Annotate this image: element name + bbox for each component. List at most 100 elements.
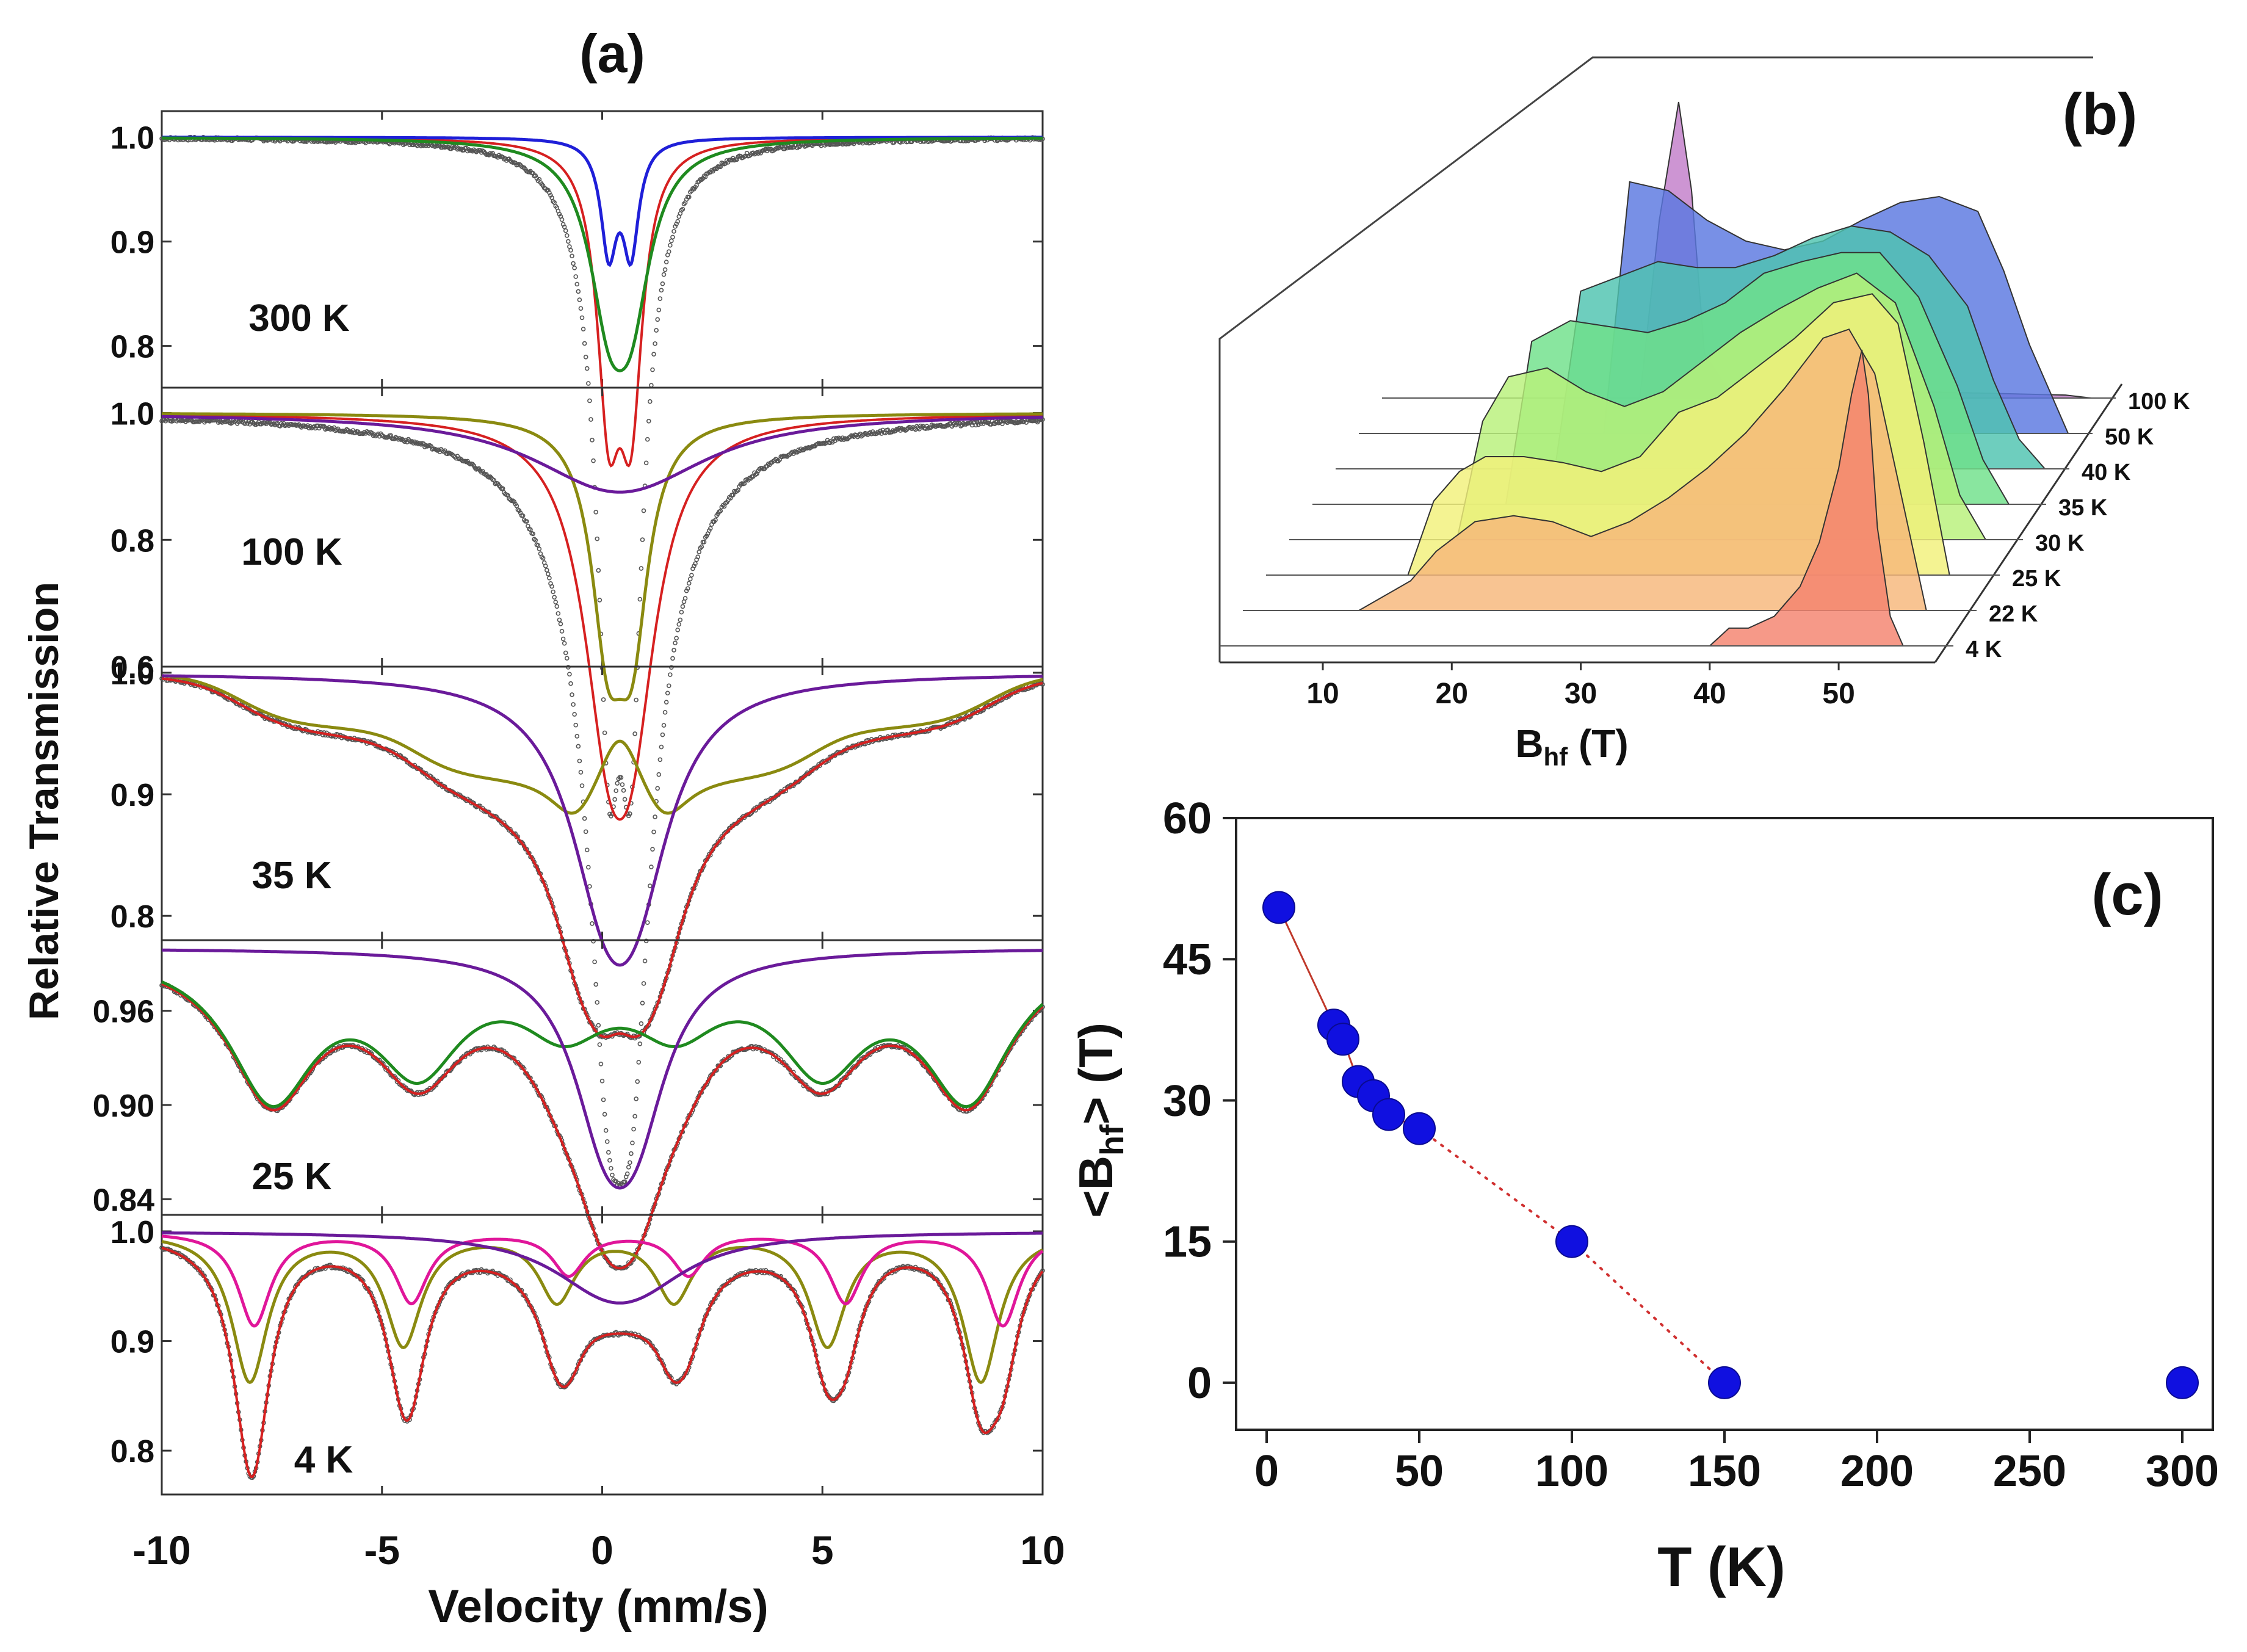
dotted-trend-line bbox=[1418, 1127, 1726, 1384]
subpanel-35k: 1.0 0.9 0.8 35 K bbox=[110, 656, 1045, 1041]
curve-doublet bbox=[162, 674, 1043, 967]
curve-doublet bbox=[162, 412, 1043, 701]
x-tick-label: 5 bbox=[811, 1527, 834, 1573]
panel-label-c: (c) bbox=[2091, 862, 2163, 927]
curve-doublet-2 bbox=[162, 136, 1043, 372]
y-tick-label: 1.0 bbox=[110, 656, 154, 692]
subpanel-frame bbox=[161, 665, 1044, 941]
curve-total-fit bbox=[161, 677, 1043, 1038]
curve-sextet-B bbox=[161, 1234, 1044, 1328]
y-axis-label: <Bhf> (T) bbox=[1069, 1023, 1131, 1218]
series-label: 25 K bbox=[2012, 566, 2061, 592]
series-label: 4 K bbox=[1966, 637, 2002, 662]
panel-c: 0 50 100 150 200 250 300 0 15 30 45 60 T (K) <Bhf> (T… bbox=[1069, 794, 2219, 1598]
y-tick-label: 0.8 bbox=[110, 523, 154, 559]
x-tick-label: 10 bbox=[1020, 1527, 1065, 1573]
x-tick-label: -5 bbox=[364, 1527, 400, 1573]
y-tick-label: 0.9 bbox=[110, 778, 154, 813]
y-tick-label: 0 bbox=[1187, 1359, 1212, 1408]
data-point bbox=[1262, 891, 1295, 924]
curve-doublet-1 bbox=[162, 136, 1043, 267]
x-tick-label: 10 bbox=[1306, 678, 1339, 710]
data-points bbox=[159, 416, 1045, 1188]
subpanel-100k: 1.0 0.8 0.6 100 K bbox=[110, 386, 1045, 1188]
y-axis-label: Relative Transmission bbox=[21, 582, 67, 1020]
data-points bbox=[159, 134, 1045, 819]
temperature-label: 300 K bbox=[248, 297, 350, 339]
y-tick-label: 45 bbox=[1163, 935, 1212, 984]
y-tick-label: 0.90 bbox=[93, 1089, 154, 1124]
subpanel-25k: 0.96 0.90 0.84 25 K bbox=[93, 939, 1045, 1271]
subpanel-frame bbox=[161, 110, 1044, 389]
data-point bbox=[1326, 1023, 1359, 1056]
area-4k bbox=[1708, 349, 1904, 647]
subpanel-4k: 1.0 0.9 0.8 4 K bbox=[110, 1214, 1045, 1496]
subpanel-300k: 1.0 0.9 0.8 300 K bbox=[110, 110, 1045, 819]
curve-total-fit bbox=[161, 1247, 1044, 1479]
x-tick-label: 50 bbox=[1822, 678, 1854, 710]
data-point bbox=[1708, 1366, 1741, 1399]
temperature-label: 4 K bbox=[294, 1439, 353, 1481]
x-tick-label: 300 bbox=[2146, 1447, 2219, 1496]
y-tick-label: 0.8 bbox=[110, 330, 154, 365]
curve-doublet bbox=[161, 948, 1043, 1190]
x-tick-label: 30 bbox=[1565, 678, 1597, 710]
y-tick-label: 15 bbox=[1163, 1218, 1212, 1267]
x-tick-label: 50 bbox=[1395, 1447, 1444, 1496]
curve-doublet bbox=[162, 1231, 1043, 1305]
curve-total-fit bbox=[162, 414, 1043, 821]
y-tick-label: 30 bbox=[1163, 1076, 1212, 1125]
data-points bbox=[159, 983, 1045, 1271]
curve-total-fit bbox=[161, 982, 1044, 1270]
panel-label-b: (b) bbox=[2063, 82, 2138, 147]
y-tick-label: 60 bbox=[1163, 794, 1212, 843]
panel-label-a: (a) bbox=[579, 23, 645, 84]
y-tick-label: 0.84 bbox=[93, 1183, 154, 1218]
y-tick-label: 1.0 bbox=[110, 1215, 154, 1250]
y-tick-label: 0.96 bbox=[93, 994, 154, 1030]
frame-walls bbox=[1218, 56, 2093, 662]
data-point bbox=[1403, 1112, 1436, 1145]
depth-axis-line bbox=[1934, 383, 2123, 663]
solid-trend-line bbox=[1278, 907, 1420, 1130]
x-tick-label: -10 bbox=[132, 1527, 190, 1573]
curve-sextet-A bbox=[161, 1240, 1044, 1385]
data-point bbox=[1555, 1225, 1588, 1258]
y-tick-label: 1.0 bbox=[110, 397, 154, 432]
y-tick-label: 0.6 bbox=[110, 650, 154, 686]
series-label: 35 K bbox=[2058, 495, 2108, 521]
x-tick-label: 150 bbox=[1688, 1447, 1761, 1496]
x-tick-label: 20 bbox=[1436, 678, 1468, 710]
panel-a: 1.0 0.9 0.8 300 K 1.0 0.8 0.6 100 K 1.0 0.9 0.8 35 … bbox=[21, 23, 1065, 1632]
data-point bbox=[2166, 1366, 2199, 1399]
x-axis-label: T (K) bbox=[1657, 1536, 1785, 1598]
x-tick-label: 0 bbox=[1254, 1447, 1279, 1496]
y-tick-label: 0.9 bbox=[110, 1325, 154, 1360]
x-axis-label: Velocity (mm/s) bbox=[428, 1581, 769, 1632]
data-points bbox=[159, 1245, 1045, 1480]
y-tick-label: 1.0 bbox=[110, 121, 154, 156]
x-tick-label: 40 bbox=[1693, 678, 1726, 710]
series-label: 50 K bbox=[2105, 424, 2154, 450]
temperature-label: 100 K bbox=[241, 531, 342, 573]
series-label: 30 K bbox=[2035, 531, 2085, 556]
area-22k bbox=[1356, 328, 1927, 611]
curve-sextet bbox=[161, 980, 1044, 1109]
x-tick-label: 100 bbox=[1535, 1447, 1608, 1496]
panel-b: 100 K 50 K 40 K 35 K 30 K 25 K 22 K 4 K 10 20 30 40… bbox=[1218, 56, 2190, 771]
x-axis-label: Bhf (T) bbox=[1515, 722, 1628, 771]
temperature-label: 35 K bbox=[252, 855, 332, 897]
x-tick-label: 200 bbox=[1840, 1447, 1914, 1496]
series-label: 40 K bbox=[2082, 460, 2131, 485]
y-tick-label: 0.8 bbox=[110, 899, 154, 935]
series-label: 22 K bbox=[1989, 601, 2038, 627]
x-tick-label: 0 bbox=[591, 1527, 613, 1573]
series-label: 100 K bbox=[2128, 389, 2190, 415]
y-tick-label: 0.9 bbox=[110, 225, 154, 261]
temperature-label: 25 K bbox=[252, 1156, 332, 1198]
x-tick-label: 250 bbox=[1993, 1447, 2066, 1496]
y-tick-label: 0.8 bbox=[110, 1434, 154, 1469]
data-point bbox=[1372, 1098, 1405, 1131]
curve-broad-doublet bbox=[162, 415, 1043, 494]
